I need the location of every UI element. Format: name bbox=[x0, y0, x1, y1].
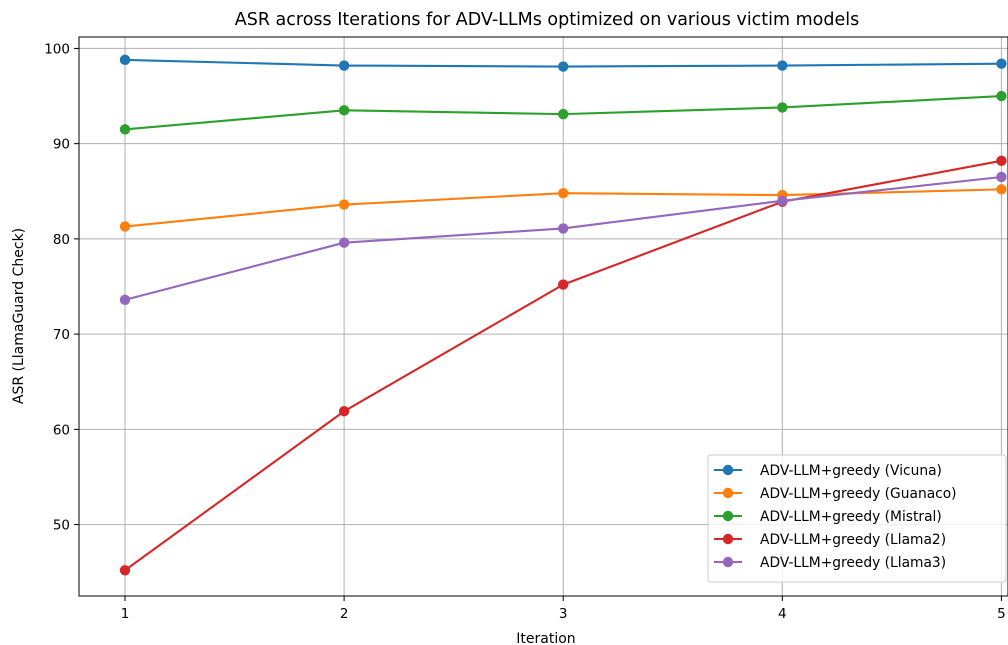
legend-label: ADV-LLM+greedy (Llama3) bbox=[760, 555, 946, 571]
data-point bbox=[996, 171, 1007, 183]
legend-marker bbox=[722, 464, 734, 476]
data-point bbox=[338, 199, 350, 210]
x-tick-label: 1 bbox=[121, 606, 130, 622]
x-tick-label: 3 bbox=[559, 606, 568, 622]
legend-item: ADV-LLM+greedy (Vicuna) bbox=[714, 463, 942, 479]
data-point bbox=[119, 124, 131, 135]
legend-marker bbox=[722, 556, 734, 568]
data-point bbox=[338, 105, 350, 116]
legend-item: ADV-LLM+greedy (Llama2) bbox=[714, 532, 946, 548]
y-tick-label: 90 bbox=[53, 137, 70, 153]
data-point bbox=[996, 184, 1007, 195]
y-tick-label: 50 bbox=[53, 518, 70, 534]
data-point bbox=[777, 195, 788, 206]
legend-marker bbox=[722, 533, 734, 545]
data-point bbox=[338, 237, 350, 248]
series-3 bbox=[119, 90, 1007, 135]
data-point bbox=[119, 221, 131, 232]
y-tick-label: 80 bbox=[53, 232, 70, 248]
data-point bbox=[338, 60, 350, 71]
data-point bbox=[558, 223, 569, 234]
data-point bbox=[996, 155, 1007, 166]
y-tick-label: 70 bbox=[53, 327, 70, 343]
data-point bbox=[558, 187, 569, 199]
data-point bbox=[996, 58, 1007, 69]
y-tick-label: 100 bbox=[44, 41, 70, 57]
x-axis-ticks: 1 2 3 4 5 bbox=[121, 596, 1006, 622]
chart-title: ASR across Iterations for ADV-LLMs optim… bbox=[235, 10, 860, 30]
legend-item: ADV-LLM+greedy (Guanaco) bbox=[714, 486, 957, 502]
y-axis-ticks: 50 60 70 80 90 100 bbox=[44, 41, 79, 534]
legend-marker bbox=[722, 487, 734, 499]
series-1 bbox=[119, 54, 1007, 72]
x-axis-label: Iteration bbox=[516, 631, 575, 645]
data-point bbox=[996, 90, 1007, 102]
data-point bbox=[558, 279, 569, 290]
legend: ADV-LLM+greedy (Vicuna) ADV-LLM+greedy (G… bbox=[707, 454, 1007, 583]
data-point bbox=[777, 102, 788, 113]
grid-lines bbox=[79, 37, 1008, 596]
legend-box bbox=[707, 454, 1007, 583]
y-tick-label: 60 bbox=[53, 422, 70, 438]
data-point bbox=[777, 60, 788, 71]
data-point bbox=[119, 54, 131, 66]
legend-item: ADV-LLM+greedy (Mistral) bbox=[714, 509, 942, 525]
plot-frame bbox=[78, 36, 1008, 597]
series-5 bbox=[119, 171, 1007, 306]
data-point bbox=[558, 108, 569, 120]
x-tick-label: 2 bbox=[340, 606, 349, 622]
y-axis-label: ASR (LlamaGuard Check) bbox=[11, 228, 27, 404]
x-tick-label: 4 bbox=[778, 606, 787, 622]
legend-label: ADV-LLM+greedy (Llama2) bbox=[760, 532, 946, 548]
legend-marker bbox=[722, 510, 734, 522]
legend-label: ADV-LLM+greedy (Mistral) bbox=[760, 509, 942, 525]
data-point bbox=[338, 406, 350, 417]
series-layer bbox=[119, 54, 1007, 576]
data-point bbox=[119, 565, 131, 576]
data-point bbox=[119, 294, 131, 306]
data-point bbox=[558, 61, 569, 72]
legend-label: ADV-LLM+greedy (Vicuna) bbox=[760, 463, 942, 479]
legend-item: ADV-LLM+greedy (Llama3) bbox=[714, 555, 946, 571]
x-tick-label: 5 bbox=[997, 606, 1006, 622]
legend-label: ADV-LLM+greedy (Guanaco) bbox=[760, 486, 957, 502]
